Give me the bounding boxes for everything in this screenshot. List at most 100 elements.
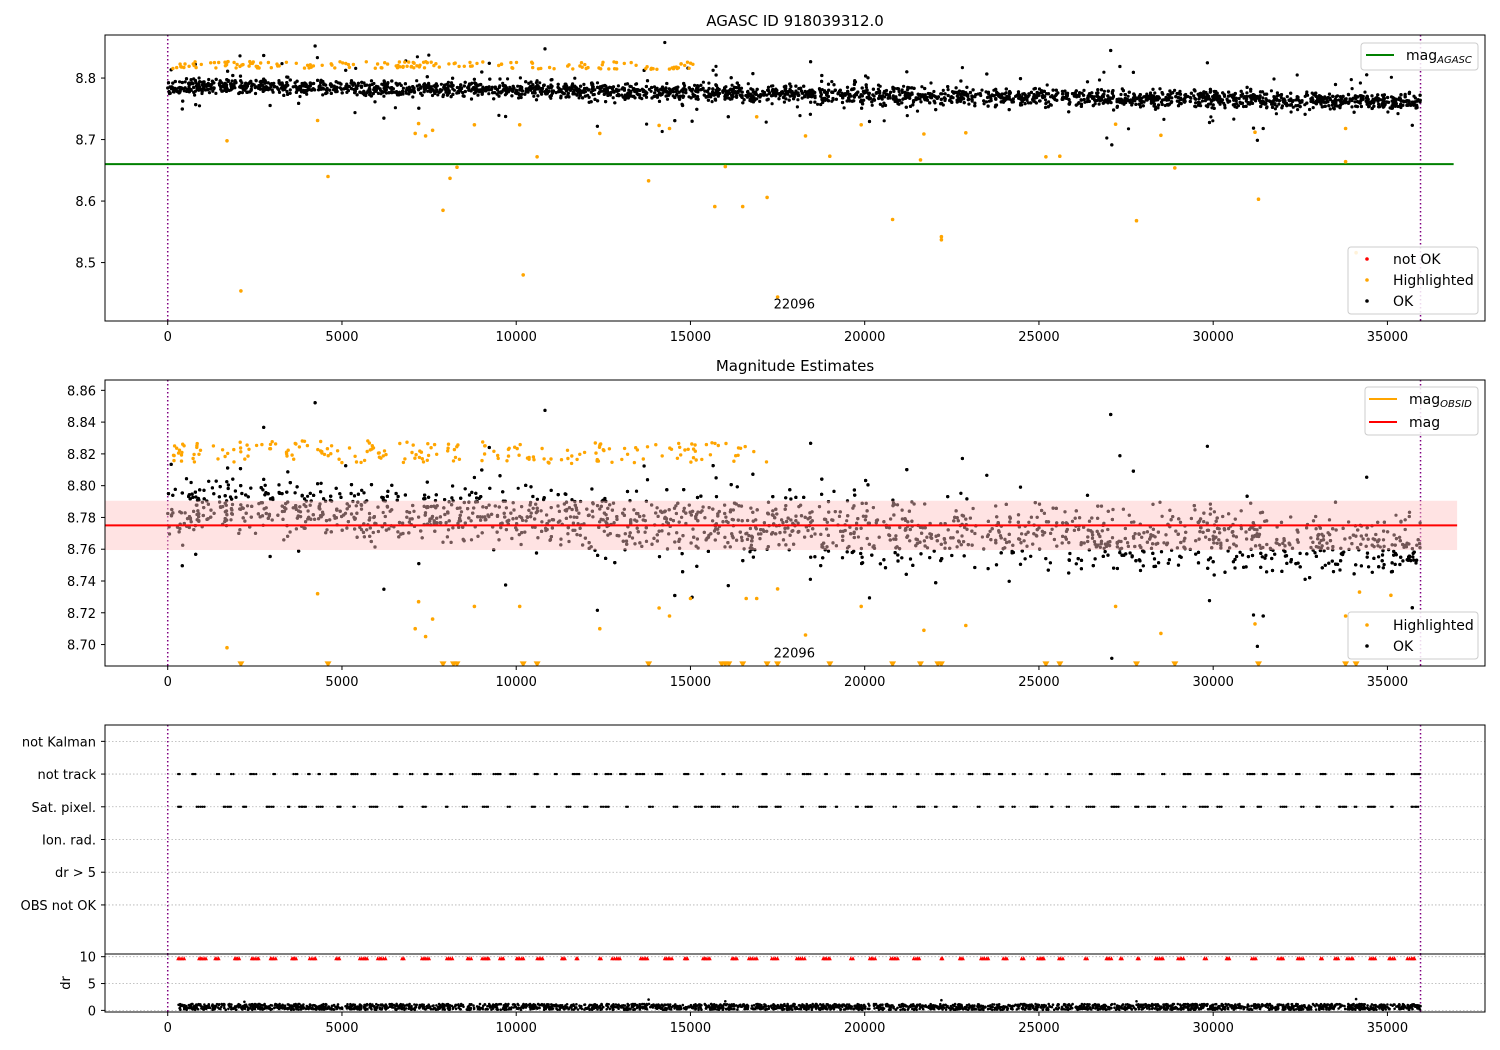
data-point — [205, 83, 209, 87]
data-point — [531, 83, 535, 87]
data-point — [501, 81, 505, 85]
data-point — [1167, 93, 1171, 97]
data-point — [369, 94, 373, 98]
data-point — [178, 85, 182, 90]
data-point — [300, 81, 304, 86]
data-point — [382, 83, 386, 87]
data-point — [238, 54, 242, 58]
data-point — [791, 91, 795, 95]
data-point — [473, 91, 477, 95]
data-point — [1118, 99, 1122, 103]
data-point — [362, 93, 366, 97]
data-point — [819, 94, 823, 98]
data-point — [1176, 95, 1180, 99]
data-point — [625, 82, 630, 86]
data-point — [201, 87, 205, 91]
data-point — [667, 93, 671, 97]
data-point — [1156, 98, 1160, 102]
data-point — [681, 94, 685, 98]
data-point — [1206, 102, 1211, 106]
data-point — [825, 91, 829, 95]
highlighted-point — [171, 66, 175, 71]
highlighted-point — [254, 64, 258, 69]
data-point — [285, 81, 289, 85]
data-point — [1296, 108, 1300, 112]
highlighted-point — [765, 195, 769, 200]
data-point — [1007, 108, 1011, 112]
data-point — [1232, 98, 1236, 102]
data-point — [1211, 119, 1215, 123]
data-point — [559, 96, 563, 100]
data-point — [623, 97, 627, 101]
data-point — [784, 84, 788, 88]
data-point — [239, 79, 243, 83]
x-tick-label: 30000 — [1193, 330, 1234, 345]
highlighted-point — [179, 64, 183, 69]
data-point — [1358, 81, 1362, 85]
data-point — [638, 88, 642, 93]
data-point — [687, 86, 691, 90]
data-point — [1296, 98, 1300, 102]
data-point — [1394, 102, 1398, 106]
data-point — [605, 91, 609, 95]
data-point — [866, 76, 870, 80]
data-point — [1238, 100, 1242, 104]
data-point — [820, 73, 824, 78]
data-point — [650, 85, 654, 90]
data-point — [840, 100, 845, 105]
data-point — [226, 69, 230, 73]
data-point — [770, 102, 774, 106]
data-point — [200, 83, 204, 87]
data-point — [1153, 91, 1157, 95]
data-point — [259, 83, 263, 87]
data-point — [459, 86, 464, 91]
data-point — [920, 85, 924, 89]
data-point — [1363, 90, 1367, 94]
data-point — [572, 88, 576, 92]
highlighted-point — [302, 66, 307, 70]
data-point — [582, 82, 586, 86]
data-point — [665, 81, 669, 86]
data-point — [368, 90, 372, 94]
data-point — [700, 87, 704, 91]
data-point — [968, 90, 973, 95]
data-point — [707, 86, 711, 91]
data-point — [929, 81, 933, 85]
data-point — [1382, 93, 1386, 97]
data-point — [1211, 103, 1215, 107]
data-point — [1328, 98, 1333, 102]
highlighted-point — [713, 204, 717, 209]
data-point — [771, 93, 775, 97]
data-point — [1176, 104, 1181, 108]
data-point — [1074, 103, 1078, 107]
data-point — [994, 103, 999, 107]
data-point — [520, 92, 524, 96]
data-point — [1386, 110, 1390, 114]
data-point — [887, 93, 892, 97]
data-point — [280, 62, 284, 66]
data-point — [280, 81, 284, 85]
data-point — [230, 86, 234, 90]
data-point — [1328, 107, 1332, 111]
data-point — [843, 92, 847, 96]
highlighted-point — [679, 62, 683, 66]
data-point — [746, 90, 750, 94]
data-point — [771, 84, 775, 88]
highlighted-point — [598, 131, 602, 136]
highlighted-point — [667, 126, 672, 131]
data-point — [288, 91, 292, 95]
data-point — [319, 80, 323, 85]
data-point — [483, 88, 487, 92]
data-point — [206, 87, 210, 92]
data-point — [470, 81, 474, 85]
data-point — [1263, 92, 1267, 96]
highlighted-point — [341, 61, 345, 65]
data-point — [1047, 100, 1051, 104]
panel-title-agasc: AGASC ID 918039312.0 — [706, 12, 884, 30]
data-point — [493, 85, 497, 89]
data-point — [932, 89, 936, 94]
data-point — [582, 90, 586, 94]
data-point — [312, 81, 316, 86]
data-point — [638, 96, 642, 100]
data-point — [735, 81, 739, 85]
